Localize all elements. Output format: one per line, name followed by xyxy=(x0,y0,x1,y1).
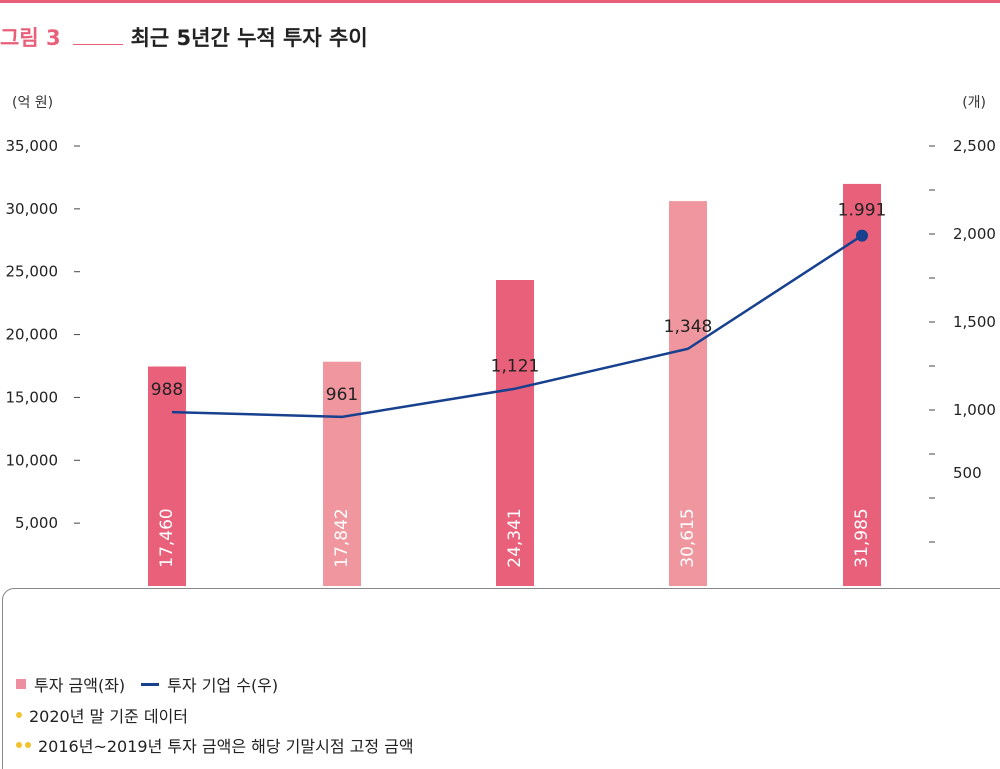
category-label: 2017년 xyxy=(316,599,368,600)
left-tick-label: 5,000 xyxy=(15,514,58,532)
investment-bar xyxy=(496,279,534,586)
category-label: 2018년 xyxy=(489,599,541,600)
bar-value-label: 17,842 xyxy=(332,508,352,567)
right-tick-label: 2,500 xyxy=(953,137,996,155)
investment-bar xyxy=(148,366,186,586)
left-tick-label: 25,000 xyxy=(6,263,59,281)
left-tick-label: 10,000 xyxy=(6,451,59,469)
note-2: 2016년~2019년 투자 금액은 해당 기말시점 고정 금액 xyxy=(16,733,414,757)
right-tick-label: 2,000 xyxy=(953,225,996,243)
left-tick-label: 15,000 xyxy=(6,388,59,406)
combo-chart: (억 원) (개) 5,000 10,000 15,000 20,000 25,000 30,… xyxy=(6,95,996,600)
note-bullet-icon xyxy=(25,742,31,748)
legend-notes-box xyxy=(2,588,1000,769)
category-label: 2019년 xyxy=(662,599,714,600)
line-legend-swatch xyxy=(141,682,160,686)
bar-value-label: 17,460 xyxy=(157,508,177,567)
line-value-label: 1,121 xyxy=(491,357,540,377)
company-count-line xyxy=(171,234,863,419)
note-bullet-icon xyxy=(16,712,22,718)
left-tick-label: 30,000 xyxy=(6,200,59,218)
bar-value-label: 24,341 xyxy=(505,508,525,567)
left-tick-label: 35,000 xyxy=(6,137,59,155)
title-underline xyxy=(72,44,123,45)
right-tick-label: 1,000 xyxy=(953,401,996,419)
line-value-label: 1.991 xyxy=(838,201,887,221)
category-label: 2020년 xyxy=(836,599,888,600)
figure-title: 최근 5년간 누적 투자 추이 xyxy=(130,26,368,50)
line-value-label: 1,348 xyxy=(664,317,713,337)
right-axis-unit: (개) xyxy=(962,95,986,111)
line-legend-label: 투자 기업 수(우) xyxy=(167,676,279,695)
investment-bar xyxy=(323,361,361,586)
right-tick-label: 500 xyxy=(953,464,982,482)
figure-header: 그림 3 최근 5년간 누적 투자 추이 xyxy=(0,22,368,58)
left-axis-unit: (억 원) xyxy=(12,95,53,111)
left-tick-label: 20,000 xyxy=(6,326,59,344)
legend: 투자 금액(좌) 투자 기업 수(우) xyxy=(16,672,278,696)
bar-value-label: 31,985 xyxy=(852,508,872,567)
investment-bar xyxy=(843,183,881,586)
category-label: 2016년 xyxy=(141,599,193,600)
bar-legend-swatch xyxy=(16,679,26,689)
note-1-text: 2020년 말 기준 데이터 xyxy=(29,707,189,726)
right-tick-label: 1,500 xyxy=(953,313,996,331)
note-1: 2020년 말 기준 데이터 xyxy=(16,703,188,727)
top-rule xyxy=(0,0,1000,3)
line-endpoint-marker xyxy=(856,229,868,242)
line-value-label: 961 xyxy=(326,385,358,405)
bar-value-label: 30,615 xyxy=(678,508,698,567)
investment-bar xyxy=(669,201,707,586)
note-2-text: 2016년~2019년 투자 금액은 해당 기말시점 고정 금액 xyxy=(38,737,414,756)
line-value-label: 988 xyxy=(151,380,183,400)
bar-legend-label: 투자 금액(좌) xyxy=(34,676,126,695)
note-bullet-icon xyxy=(16,742,22,748)
figure-label: 그림 3 xyxy=(0,26,61,50)
